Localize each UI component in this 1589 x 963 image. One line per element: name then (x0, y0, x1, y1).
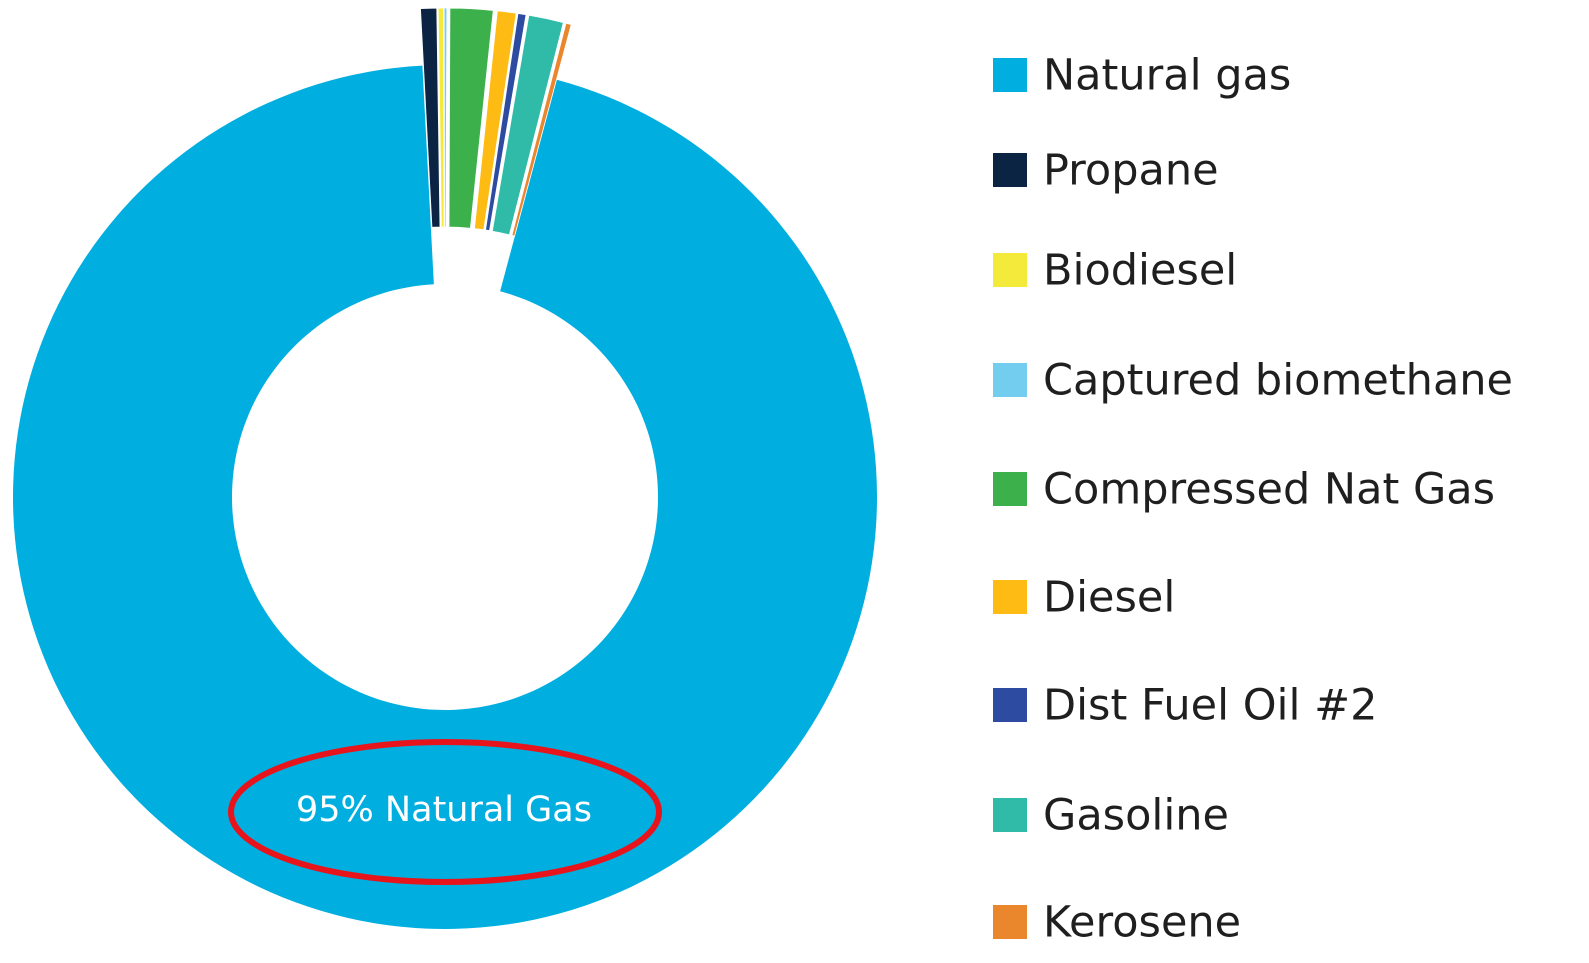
legend-label: Diesel (1043, 573, 1175, 623)
legend: Natural gas Propane Biodiesel Captured biom… (993, 51, 1513, 948)
legend-swatch (993, 153, 1027, 187)
slice (13, 65, 878, 929)
donut (13, 7, 878, 929)
legend-swatch (993, 363, 1027, 397)
slice (491, 14, 564, 236)
legend-swatch (993, 253, 1027, 287)
slice (443, 7, 448, 228)
annotation: 95% Natural Gas (296, 790, 592, 830)
slice (474, 10, 517, 231)
slice (437, 7, 445, 228)
slice (448, 7, 494, 229)
legend-label: Compressed Nat Gas (1043, 465, 1495, 515)
slice (485, 13, 527, 232)
legend-swatch (993, 688, 1027, 722)
highlight-ellipse (228, 739, 662, 885)
legend-label: Dist Fuel Oil #2 (1043, 681, 1378, 731)
legend-swatch (993, 905, 1027, 939)
legend-label: Natural gas (1043, 51, 1291, 101)
legend-label: Captured biomethane (1043, 356, 1513, 406)
legend-label: Kerosene (1043, 898, 1241, 948)
legend-label: Gasoline (1043, 791, 1229, 841)
legend-swatch (993, 58, 1027, 92)
legend-swatch (993, 798, 1027, 832)
legend-swatch (993, 472, 1027, 506)
legend-label: Propane (1043, 146, 1219, 196)
legend-swatch (993, 580, 1027, 614)
slice (420, 7, 441, 228)
slice (511, 22, 572, 237)
legend-label: Biodiesel (1043, 246, 1237, 296)
